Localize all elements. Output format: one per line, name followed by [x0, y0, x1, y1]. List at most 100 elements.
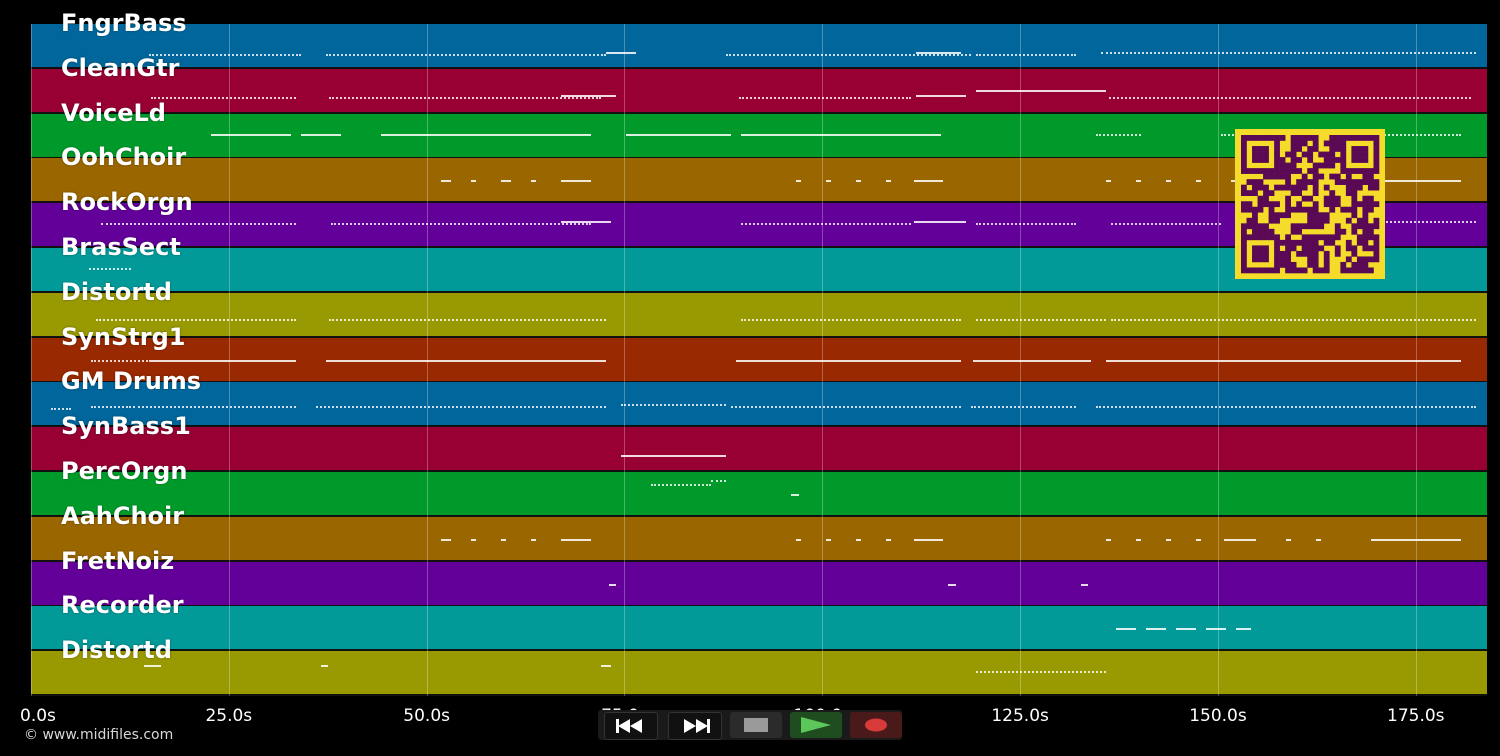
note-segment [626, 133, 731, 136]
track-name: BrasSect [61, 233, 181, 261]
stop-button[interactable] [730, 712, 782, 738]
qr-code[interactable] [1235, 129, 1385, 279]
track-name: CleanGtr [61, 53, 180, 82]
note-segment [1236, 628, 1251, 631]
note-segment [1109, 96, 1471, 99]
time-tick-label: 25.0s [205, 706, 253, 726]
note-segment [1176, 628, 1196, 631]
note-segment [886, 538, 891, 541]
track-lane[interactable]: SynBass1 [31, 412, 1487, 473]
track-name: FngrBass [61, 9, 187, 37]
stop-icon [744, 718, 768, 732]
track-name: AahChoir [61, 501, 185, 530]
note-segment [326, 54, 606, 56]
note-segment [326, 359, 606, 362]
track-lane[interactable]: FngrBass [31, 9, 1487, 69]
track-notes [31, 606, 1487, 649]
track-notes [31, 338, 1487, 381]
note-segment [151, 96, 296, 99]
note-segment [1096, 406, 1476, 409]
note-segment [976, 318, 1106, 321]
note-segment [1136, 538, 1141, 541]
note-segment [916, 94, 966, 97]
note-segment [741, 318, 961, 321]
play-button[interactable] [790, 712, 842, 738]
note-segment [1111, 318, 1476, 321]
note-segment [651, 484, 711, 486]
note-segment [1106, 538, 1111, 541]
track-notes [31, 382, 1487, 425]
track-notes [31, 562, 1487, 605]
note-segment [1146, 628, 1166, 631]
note-segment [796, 180, 801, 183]
note-segment [1081, 583, 1088, 586]
note-segment [973, 359, 1091, 362]
record-icon [864, 718, 888, 732]
note-segment [133, 406, 296, 409]
note-segment [144, 665, 161, 668]
grid-line [228, 24, 230, 696]
grid-line [624, 24, 626, 696]
track-notes [31, 24, 1487, 67]
track-lane[interactable]: FretNoiz [31, 547, 1487, 607]
note-segment [329, 318, 606, 321]
fast-forward-icon [680, 719, 710, 733]
track-lane[interactable]: PercOrgn [31, 457, 1487, 517]
track-name: FretNoiz [61, 546, 175, 575]
note-segment [826, 538, 831, 541]
note-segment [316, 406, 606, 409]
time-tick-label: 175.0s [1387, 706, 1445, 726]
time-tick-label: 125.0s [991, 706, 1049, 726]
note-segment [791, 494, 799, 496]
note-segment [1371, 538, 1461, 541]
note-segment [1206, 628, 1226, 631]
track-lane[interactable]: Distortd [31, 636, 1487, 697]
note-segment [381, 133, 591, 136]
track-notes [31, 248, 1487, 291]
note-segment [1166, 180, 1171, 183]
note-segment [1116, 628, 1136, 631]
note-segment [1224, 538, 1256, 541]
note-segment [1166, 538, 1171, 541]
track-notes [31, 158, 1487, 201]
grid-line [1020, 24, 1022, 696]
note-segment [914, 180, 943, 183]
note-segment [561, 538, 591, 541]
record-button[interactable] [850, 712, 902, 738]
note-segment [1196, 538, 1201, 541]
note-segment [51, 408, 71, 411]
note-segment [1136, 180, 1141, 183]
note-segment [621, 404, 726, 407]
note-segment [1111, 223, 1221, 226]
rewind-button[interactable] [604, 712, 658, 740]
note-segment [976, 223, 1076, 226]
track-name: SynBass1 [61, 412, 191, 441]
note-segment [711, 480, 726, 482]
note-segment [331, 223, 591, 226]
track-name: GM Drums [61, 367, 202, 396]
time-tick-label: 0.0s [20, 706, 56, 726]
track-notes [31, 651, 1487, 694]
note-segment [741, 133, 941, 136]
track-name: Distortd [61, 636, 172, 665]
grid-line [31, 24, 32, 696]
rewind-icon [616, 719, 646, 733]
note-segment [301, 133, 341, 136]
fast-forward-button[interactable] [668, 712, 722, 740]
track-lane[interactable]: CleanGtr [31, 54, 1487, 114]
note-segment [96, 318, 296, 321]
track-notes [31, 69, 1487, 112]
track-lane[interactable]: AahChoir [31, 502, 1487, 562]
note-segment [1101, 52, 1476, 54]
track-lane[interactable]: SynStrg1 [31, 323, 1487, 383]
track-lane[interactable]: Recorder [31, 591, 1487, 652]
note-segment [1196, 180, 1201, 183]
note-segment [914, 221, 966, 224]
note-segment [1106, 359, 1461, 362]
track-lane[interactable]: Distortd [31, 278, 1487, 338]
track-notes [31, 293, 1487, 336]
transport-controls [598, 710, 902, 740]
note-segment [151, 359, 296, 362]
track-lane[interactable]: GM Drums [31, 367, 1487, 428]
note-segment [211, 133, 291, 136]
